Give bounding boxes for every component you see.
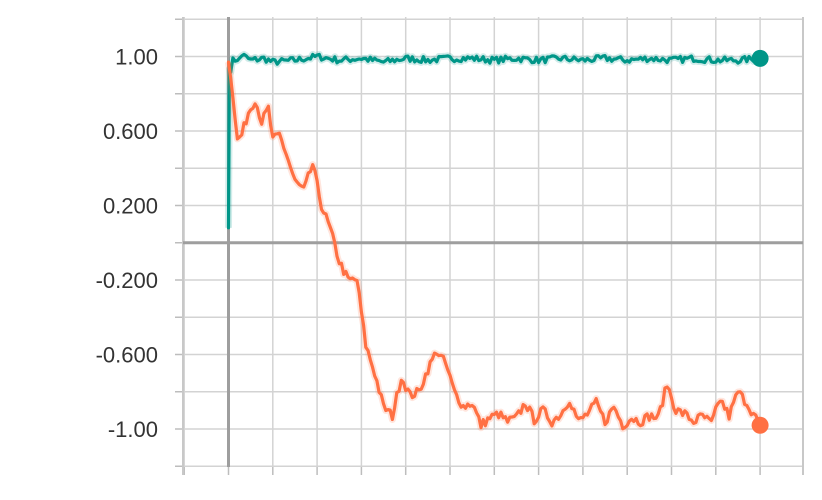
series-group	[225, 49, 769, 434]
series-end-marker	[751, 416, 769, 434]
series-line	[226, 60, 762, 431]
axes	[182, 17, 804, 475]
y-tick-label: 0.200	[103, 194, 158, 219]
y-tick-label: -0.600	[96, 343, 158, 368]
series-end-marker	[751, 49, 769, 67]
series-line	[226, 52, 762, 230]
y-tick-label: -0.200	[96, 268, 158, 293]
y-tick-label: 1.00	[115, 45, 158, 70]
y-tick-label: -1.00	[108, 417, 158, 442]
y-tick-label: 0.600	[103, 119, 158, 144]
grid	[175, 17, 803, 475]
y-tick-labels: 1.00 0.600 0.200 -0.200 -0.600 -1.00	[96, 45, 158, 443]
